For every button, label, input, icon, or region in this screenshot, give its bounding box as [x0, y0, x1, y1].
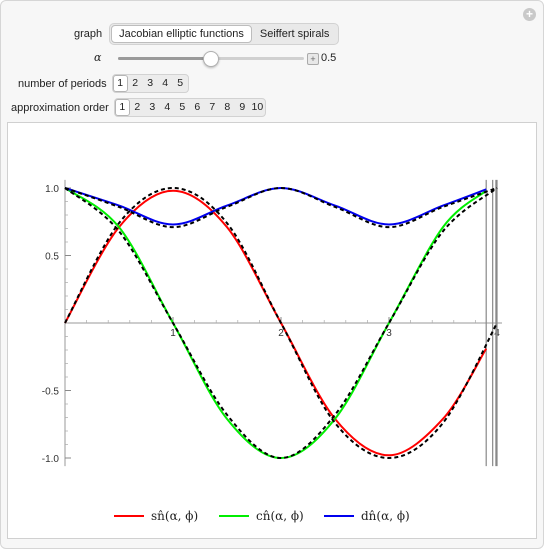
order-option-3[interactable]: 3 [149, 101, 156, 113]
order-option-4[interactable]: 4 [164, 101, 171, 113]
order-label: approximation order [11, 101, 109, 114]
x-tick-label: 1 [170, 328, 176, 339]
y-tick-label: -0.5 [42, 387, 60, 398]
order-option-10[interactable]: 10 [251, 101, 264, 113]
plot-panel: 1.00.5-0.5-1.01234 [7, 122, 537, 539]
legend-item-sn: sn̂(α, ϕ) [114, 509, 198, 523]
periods-option-5[interactable]: 5 [177, 77, 184, 89]
order-selector: 1 2 3 4 5 6 7 8 9 10 [113, 98, 266, 117]
order-option-7[interactable]: 7 [209, 101, 216, 113]
alpha-slider[interactable] [118, 51, 304, 67]
legend-item-cn: cn̂(α, ϕ) [219, 509, 304, 523]
order-row: approximation order 1 2 3 4 5 6 7 8 9 10 [11, 98, 266, 117]
y-tick-label: 1.0 [45, 184, 59, 195]
alpha-value: 0.5 [321, 52, 337, 64]
alpha-slider-fill [118, 57, 211, 60]
y-tick-label: -1.0 [42, 454, 60, 465]
order-option-9[interactable]: 9 [239, 101, 246, 113]
series-line-cn_ref [64, 187, 498, 460]
plus-corner-icon[interactable]: + [523, 8, 536, 21]
alpha-label: α [94, 51, 102, 64]
periods-option-1[interactable]: 1 [112, 75, 128, 92]
series-line-dn_ref [64, 186, 498, 229]
legend-label-dn: dn̂(α, ϕ) [361, 509, 410, 523]
periods-label: number of periods [18, 77, 107, 90]
order-option-1[interactable]: 1 [114, 99, 130, 116]
graph-option-seiffert[interactable]: Seiffert spirals [259, 28, 330, 40]
x-tick-label: 3 [386, 328, 392, 339]
graph-label: graph [74, 28, 103, 40]
periods-option-4[interactable]: 4 [162, 77, 169, 89]
periods-option-3[interactable]: 3 [147, 77, 154, 89]
chart-svg: 1.00.5-0.5-1.01234 [42, 179, 502, 467]
alpha-slider-thumb[interactable] [203, 51, 219, 67]
legend-label-cn: cn̂(α, ϕ) [256, 509, 304, 523]
series-line-sn_ref [64, 186, 498, 460]
legend-label-sn: sn̂(α, ϕ) [151, 509, 199, 523]
alpha-expand-icon[interactable]: + [307, 53, 319, 65]
x-tick-label: 2 [278, 328, 284, 339]
graph-option-jacobian[interactable]: Jacobian elliptic functions [111, 25, 252, 43]
legend-swatch-dn [324, 515, 354, 517]
graph-selector: Jacobian elliptic functions Seiffert spi… [109, 23, 340, 45]
series-line-dn [64, 186, 487, 226]
periods-option-2[interactable]: 2 [132, 77, 139, 89]
legend-swatch-cn [219, 515, 249, 517]
legend: sn̂(α, ϕ) cn̂(α, ϕ) dn̂(α, ϕ) [0, 509, 544, 529]
legend-swatch-sn [114, 515, 144, 517]
y-tick-label: 0.5 [45, 252, 59, 263]
order-option-2[interactable]: 2 [134, 101, 141, 113]
legend-item-dn: dn̂(α, ϕ) [324, 509, 410, 523]
order-option-5[interactable]: 5 [179, 101, 186, 113]
graph-row: graph Jacobian elliptic functions Seiffe… [74, 23, 340, 45]
order-option-8[interactable]: 8 [224, 101, 231, 113]
order-option-6[interactable]: 6 [194, 101, 201, 113]
